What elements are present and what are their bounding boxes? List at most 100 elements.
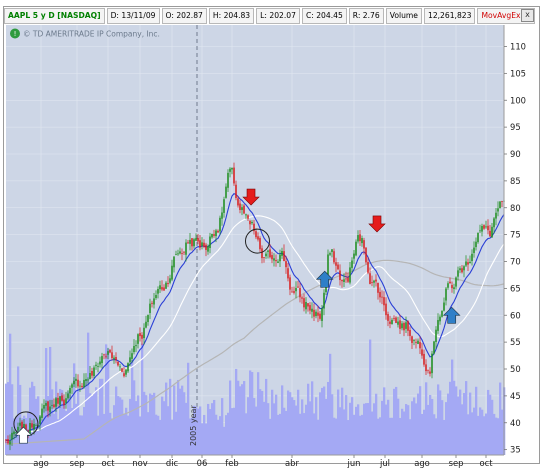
candle-body bbox=[439, 316, 441, 322]
candle-body bbox=[235, 184, 237, 199]
volume-bar bbox=[427, 404, 430, 455]
volume-bar bbox=[247, 397, 250, 455]
volume-bar bbox=[215, 414, 218, 455]
volume-bar bbox=[177, 379, 180, 455]
volume-bar bbox=[347, 420, 350, 455]
candle-body bbox=[447, 283, 449, 288]
volume-bar bbox=[477, 415, 480, 455]
candle-body bbox=[115, 357, 117, 361]
plot-area bbox=[6, 25, 504, 455]
candle-body bbox=[39, 416, 41, 424]
volume-bar bbox=[257, 372, 260, 455]
candle-body bbox=[171, 265, 173, 280]
candle-body bbox=[465, 261, 467, 266]
candle-body bbox=[65, 398, 67, 403]
volume-bar bbox=[287, 390, 290, 455]
close-icon[interactable]: x bbox=[521, 9, 534, 22]
y-tick-label: 65 bbox=[510, 283, 521, 293]
volume-bar bbox=[109, 412, 112, 455]
candle-body bbox=[283, 251, 285, 262]
candle-body bbox=[387, 314, 389, 321]
volume-bar bbox=[271, 389, 274, 455]
candle-body bbox=[183, 251, 185, 253]
volume-bar bbox=[473, 407, 476, 455]
volume-bar bbox=[139, 416, 142, 455]
candle-body bbox=[17, 426, 19, 431]
volume-bar bbox=[191, 417, 194, 455]
candle-body bbox=[157, 289, 159, 294]
candle-body bbox=[329, 253, 331, 255]
candle-body bbox=[353, 253, 355, 259]
y-tick-label: 110 bbox=[510, 42, 526, 52]
candle-body bbox=[497, 208, 499, 212]
candle-body bbox=[57, 397, 59, 404]
study-label[interactable]: MovAvgExpone... bbox=[477, 7, 535, 24]
volume-bar bbox=[263, 401, 266, 455]
volume-bar bbox=[343, 409, 346, 455]
x-tick-label: jun bbox=[347, 458, 361, 468]
candle-body bbox=[139, 333, 141, 337]
candle-body bbox=[117, 361, 119, 366]
candle-body bbox=[373, 280, 375, 283]
volume-bar bbox=[189, 418, 192, 455]
y-tick-label: 105 bbox=[510, 68, 526, 78]
candle-body bbox=[435, 329, 437, 342]
volume-bar bbox=[85, 379, 88, 455]
volume-bar bbox=[193, 405, 196, 455]
volume-bar bbox=[141, 343, 144, 455]
volume-bar bbox=[297, 389, 300, 455]
candle-body bbox=[259, 238, 261, 250]
volume-bar bbox=[105, 344, 108, 455]
volume-label: Volume bbox=[385, 7, 422, 24]
candle-body bbox=[401, 323, 403, 329]
volume-bar bbox=[461, 404, 464, 455]
candle-body bbox=[209, 236, 211, 249]
candle-body bbox=[163, 287, 165, 291]
volume-bar bbox=[233, 407, 236, 455]
candle-body bbox=[131, 353, 133, 359]
candle-body bbox=[105, 356, 107, 358]
volume-bar bbox=[207, 403, 210, 455]
close-value: C: 204.45 bbox=[301, 7, 347, 24]
volume-bar bbox=[335, 418, 338, 455]
volume-bar bbox=[419, 386, 422, 455]
candle-body bbox=[455, 277, 457, 287]
candle-body bbox=[463, 266, 465, 271]
volume-bar bbox=[379, 417, 382, 455]
volume-bar bbox=[317, 419, 320, 455]
candle-body bbox=[121, 368, 123, 372]
y-tick-label: 45 bbox=[510, 391, 521, 401]
x-tick-label: sep bbox=[70, 458, 85, 468]
x-tick-label: nov bbox=[132, 458, 147, 468]
candle-body bbox=[469, 261, 471, 264]
volume-bar bbox=[81, 415, 84, 455]
volume-bar bbox=[467, 414, 470, 455]
volume-bar bbox=[251, 372, 254, 455]
symbol-label[interactable]: AAPL 5 y D [NASDAQ] bbox=[4, 7, 105, 24]
volume-bar bbox=[223, 426, 226, 455]
x-axis-ticks: ago sep oct nov dic 06 feb abr jun jul ago sep oct bbox=[33, 455, 493, 468]
candle-body bbox=[407, 321, 409, 331]
volume-bar bbox=[71, 407, 74, 455]
candle-body bbox=[217, 230, 219, 233]
candle-body bbox=[125, 369, 127, 375]
candle-body bbox=[93, 367, 95, 377]
candle-body bbox=[15, 431, 17, 433]
candle-body bbox=[251, 222, 253, 224]
volume-bar bbox=[161, 396, 164, 455]
candle-body bbox=[405, 322, 407, 329]
candle-body bbox=[327, 254, 329, 276]
candle-body bbox=[281, 250, 283, 256]
x-tick-label: sep bbox=[449, 458, 464, 468]
volume-bar bbox=[125, 407, 128, 455]
volume-bar bbox=[53, 413, 56, 455]
volume-bar bbox=[355, 406, 358, 455]
volume-bar bbox=[491, 399, 494, 455]
watermark-group: ! © TD AMERITRADE IP Company, Inc. bbox=[10, 28, 160, 39]
x-tick-label: oct bbox=[101, 458, 115, 468]
candle-body bbox=[291, 291, 293, 293]
candle-body bbox=[413, 339, 415, 341]
candle-body bbox=[135, 345, 137, 347]
candle-body bbox=[341, 279, 343, 282]
